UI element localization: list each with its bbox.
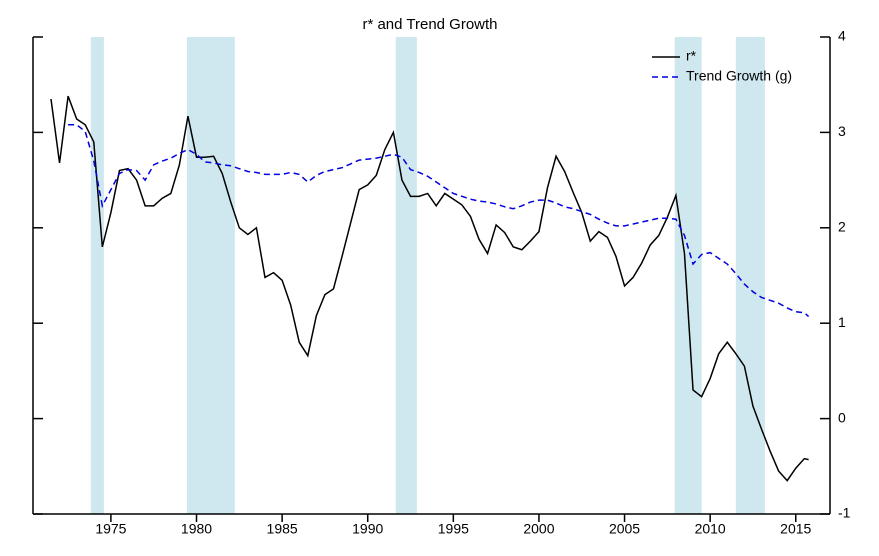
recession-band bbox=[90, 37, 104, 514]
legend-label: r* bbox=[686, 48, 697, 64]
x-tick-label: 1975 bbox=[95, 521, 126, 537]
chart-title: r* and Trend Growth bbox=[362, 16, 497, 33]
recession-band bbox=[395, 37, 417, 514]
recession-band bbox=[674, 37, 702, 514]
x-tick-label: 1995 bbox=[438, 521, 469, 537]
y-tick-label: 2 bbox=[838, 219, 846, 235]
legend-label: Trend Growth (g) bbox=[686, 68, 792, 84]
y-tick-label: 0 bbox=[838, 409, 846, 425]
x-tick-label: 1985 bbox=[267, 521, 298, 537]
x-tick-label: 2015 bbox=[780, 521, 811, 537]
y-tick-label: 1 bbox=[838, 314, 846, 330]
y-tick-label: 4 bbox=[838, 28, 846, 44]
x-tick-label: 1980 bbox=[181, 521, 212, 537]
x-tick-label: 2005 bbox=[609, 521, 640, 537]
recession-band bbox=[186, 37, 235, 514]
recession-band bbox=[735, 37, 765, 514]
series-line bbox=[68, 124, 810, 318]
x-tick-label: 2010 bbox=[695, 521, 726, 537]
x-tick-label: 2000 bbox=[523, 521, 554, 537]
y-tick-label: -1 bbox=[838, 505, 851, 521]
x-tick-label: 1990 bbox=[352, 521, 383, 537]
series-line bbox=[50, 95, 809, 482]
y-tick-label: 3 bbox=[838, 123, 846, 139]
